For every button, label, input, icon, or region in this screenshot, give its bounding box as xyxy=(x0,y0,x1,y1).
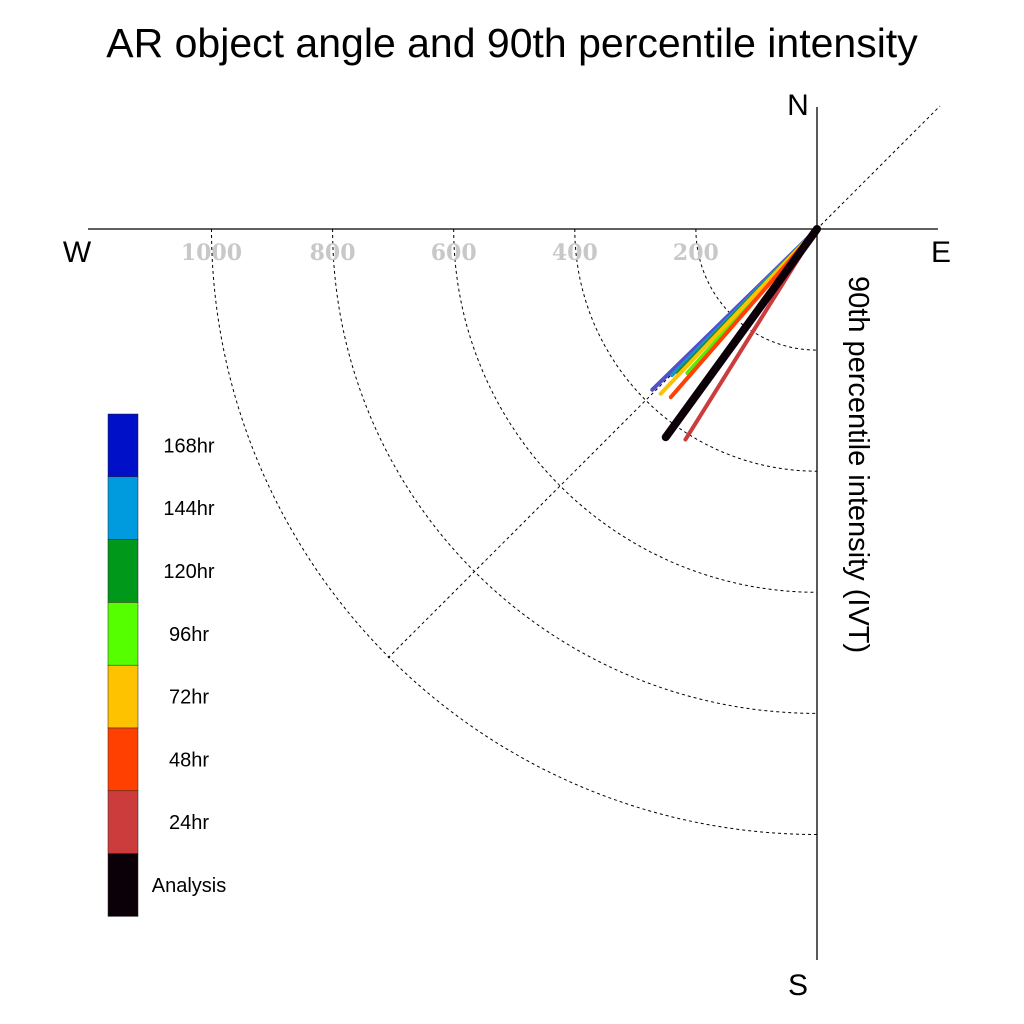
legend-swatch xyxy=(107,853,139,917)
legend-swatch xyxy=(107,539,139,603)
y-axis-label: 90th percentile intensity (IVT) xyxy=(842,276,874,653)
legend-label: 48hr xyxy=(169,749,209,771)
legend-label: 168hr xyxy=(163,435,214,457)
legend-label: 120hr xyxy=(163,561,214,583)
legend-label: Analysis xyxy=(152,875,226,897)
series-lines xyxy=(650,225,821,442)
legend: 168hr 144hr 120hr 96hr 72hr 48hr 24hr Analysis xyxy=(107,413,226,917)
legend-swatch xyxy=(107,476,139,540)
range-ring xyxy=(574,228,818,472)
legend-swatch xyxy=(107,664,139,729)
north-label: N xyxy=(787,89,809,122)
radial-tick-label: 600 xyxy=(431,240,477,266)
west-label: W xyxy=(63,236,92,269)
legend-label: 96hr xyxy=(169,624,209,646)
radial-tick-label: 1000 xyxy=(181,240,242,266)
legend-swatch xyxy=(107,727,139,792)
chart-title: AR object angle and 90th percentile inte… xyxy=(106,20,918,66)
legend-swatch xyxy=(107,413,139,478)
legend-swatch xyxy=(107,790,139,854)
range-ring xyxy=(453,228,818,593)
legend-label: 24hr xyxy=(169,812,209,834)
south-label: S xyxy=(788,969,808,1002)
radial-tick-label: 400 xyxy=(552,240,598,266)
radial-tick-label: 200 xyxy=(673,240,719,266)
legend-swatch xyxy=(107,602,139,666)
range-ring xyxy=(695,228,818,351)
radial-tick-labels: 200 400 600 800 1000 xyxy=(181,240,719,266)
diagonal-reference-line xyxy=(387,105,941,659)
radial-tick-label: 800 xyxy=(310,240,356,266)
legend-label: 72hr xyxy=(169,687,209,709)
legend-label: 144hr xyxy=(163,498,214,520)
series-line xyxy=(661,225,821,442)
east-label: E xyxy=(931,236,951,269)
